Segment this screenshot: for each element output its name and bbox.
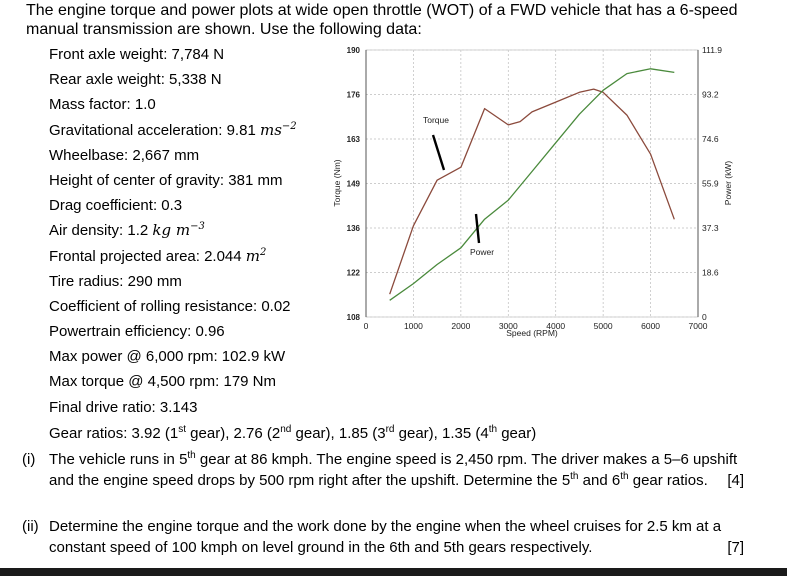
gears-text-3: gear), 1.85 (3 (291, 425, 386, 442)
gears-sup-2: nd (280, 424, 292, 435)
q1-sup-c: th (620, 471, 629, 482)
q1-sup-a: th (187, 450, 196, 461)
gears-sup-3: rd (385, 424, 395, 435)
right-axis-ticks: 0 18.6 37.3 55.9 74.6 93.2 111.9 (702, 45, 722, 322)
x-tick-label: 1000 (404, 321, 423, 331)
left-tick-label: 122 (347, 269, 361, 278)
gear-ratios: Gear ratios: 3.92 (1st gear), 2.76 (2nd … (49, 424, 536, 444)
gears-text-4: gear), 1.35 (4 (394, 425, 489, 442)
data-air-density: Air density: 1.2 kg m−3 (49, 218, 297, 243)
bottom-bar (0, 568, 787, 576)
area-unit-exp: 2 (260, 246, 267, 258)
right-tick-label: 93.2 (702, 90, 719, 100)
right-tick-label: 111.9 (702, 45, 722, 55)
data-max-power: Max power @ 6,000 rpm: 102.9 kW (49, 348, 286, 366)
left-tick-label: 190 (347, 46, 361, 55)
x-axis-ticks: 0 1000 2000 3000 4000 5000 6000 7000 (364, 321, 708, 331)
gravity-unit: ms (259, 120, 282, 139)
power-series-line (389, 68, 675, 301)
question-1-number: (i) (22, 451, 36, 468)
intro-text: The engine torque and power plots at wid… (26, 2, 738, 38)
q1-text-d: gear ratios. (628, 472, 708, 489)
left-tick-label: 163 (347, 135, 361, 144)
data-gravity: Gravitational acceleration: 9.81 ms−2 (49, 118, 297, 143)
q1-text-c: and 6 (578, 472, 621, 489)
chart-grid (366, 49, 698, 318)
x-tick-label: 6000 (641, 321, 660, 331)
gravity-label: Gravitational acceleration: 9.81 (49, 121, 256, 139)
x-tick-label: 3000 (499, 321, 518, 331)
data-mass-factor: Mass factor: 1.0 (49, 96, 156, 114)
right-tick-label: 74.6 (702, 134, 719, 144)
data-powertrain-efficiency: Powertrain efficiency: 0.96 (49, 323, 225, 341)
x-tick-label: 7000 (689, 321, 708, 331)
power-annotation-pointer (474, 213, 481, 244)
data-cg-height: Height of center of gravity: 381 mm (49, 171, 283, 189)
gears-text-1: Gear ratios: 3.92 (1 (49, 425, 179, 442)
right-tick-label: 55.9 (702, 179, 719, 189)
y-axis-left-label: Torque (Nm) (332, 159, 342, 206)
torque-annotation-pointer (431, 134, 446, 171)
question-1-text: The vehicle runs in 5th gear at 86 kmph.… (49, 449, 744, 491)
left-tick-label: 136 (347, 224, 361, 233)
question-1: (i) The vehicle runs in 5th gear at 86 k… (22, 449, 744, 491)
question-1-marks: [4] (727, 472, 744, 489)
density-unit: kg m (152, 221, 191, 240)
gears-sup-1: st (178, 424, 187, 435)
torque-series-line (389, 88, 675, 295)
data-frontal-area: Frontal projected area: 2.044 m2 (49, 244, 297, 269)
data-rolling-resistance: Coefficient of rolling resistance: 0.02 (49, 297, 291, 315)
x-axis-label: Speed (RPM) (506, 328, 558, 338)
torque-power-chart: 108 122 136 149 163 176 190 0 18.6 37.3 55.9 74.6 9… (332, 45, 733, 338)
power-annotation-label: Power (470, 247, 494, 257)
gears-text-5: gear) (497, 425, 537, 442)
question-2-number: (ii) (22, 518, 39, 535)
q1-sup-b: th (570, 471, 579, 482)
x-tick-label: 2000 (451, 321, 470, 331)
x-tick-label: 0 (364, 321, 369, 331)
question-2: (ii) Determine the engine torque and the… (22, 516, 744, 558)
left-axis-ticks: 108 122 136 149 163 176 190 (347, 46, 361, 322)
density-label: Air density: 1.2 (49, 222, 149, 240)
q1-text-b: gear at 86 kmph. The engine speed is 2,4… (49, 451, 738, 489)
density-unit-exp: −3 (190, 221, 205, 233)
area-unit: m (245, 246, 261, 265)
q1-text-a: The vehicle runs in 5 (49, 451, 188, 468)
question-2-text: Determine the engine torque and the work… (49, 518, 722, 556)
gravity-unit-exp: −2 (281, 120, 297, 132)
data-final-drive: Final drive ratio: 3.143 (49, 398, 198, 416)
right-tick-label: 0 (702, 312, 707, 322)
question-2-marks: [7] (727, 539, 744, 556)
left-tick-label: 108 (347, 313, 361, 322)
data-drag-coefficient: Drag coefficient: 0.3 (49, 197, 183, 215)
x-tick-label: 4000 (546, 321, 565, 331)
data-tire-radius: Tire radius: 290 mm (49, 272, 182, 290)
y-axis-right-label: Power (kW) (723, 161, 733, 206)
right-tick-label: 37.3 (702, 223, 719, 233)
chart-series (389, 68, 675, 301)
torque-annotation-label: Torque (423, 115, 449, 125)
left-tick-label: 149 (347, 180, 361, 189)
right-tick-label: 18.6 (702, 268, 719, 278)
data-wheelbase: Wheelbase: 2,667 mm (49, 146, 200, 164)
area-label: Frontal projected area: 2.044 (49, 247, 242, 265)
left-tick-label: 176 (347, 91, 361, 100)
x-tick-label: 5000 (594, 321, 613, 331)
gears-sup-4: th (488, 424, 498, 435)
gears-text-2: gear), 2.76 (2 (186, 425, 281, 442)
given-data-list: Front axle weight: 7,784 N Rear axle wei… (49, 42, 297, 420)
data-rear-axle-weight: Rear axle weight: 5,338 N (49, 71, 222, 89)
data-front-axle-weight: Front axle weight: 7,784 N (49, 46, 225, 63)
data-max-torque: Max torque @ 4,500 rpm: 179 Nm (49, 373, 276, 391)
